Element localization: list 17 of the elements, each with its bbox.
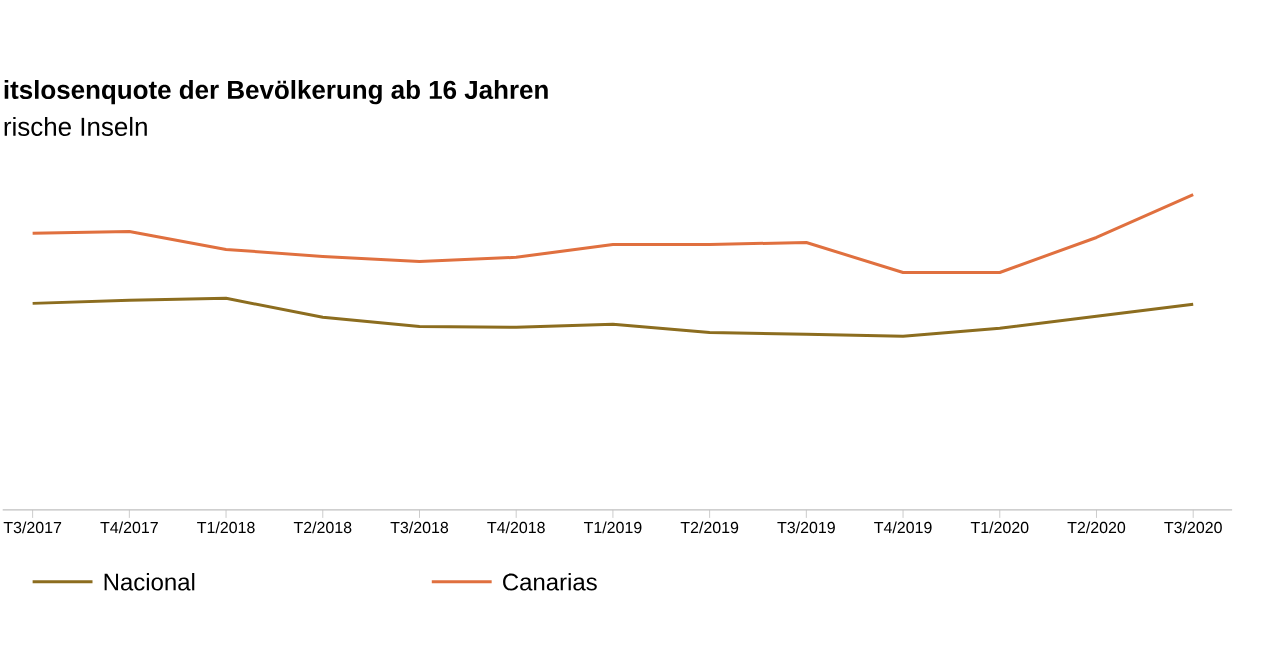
chart-subtitle: rische Inseln <box>4 117 147 137</box>
x-tick-label: T3/2019 <box>777 521 835 534</box>
x-tick-label: T1/2019 <box>583 521 642 534</box>
x-tick-label: T1/2020 <box>970 521 1029 534</box>
x-tick-label: T2/2019 <box>680 521 739 534</box>
x-tick-label: T4/2019 <box>874 521 932 534</box>
chart-title: itslosenquote der Bevölkerung ab 16 Jahren <box>4 80 548 105</box>
x-tick-label: T2/2020 <box>1067 521 1126 534</box>
x-tick-label: T3/2018 <box>390 521 449 534</box>
x-tick-label: T4/2017 <box>100 521 158 534</box>
x-tick-label: T3/2017 <box>3 521 62 534</box>
x-tick-label: T3/2020 <box>1164 521 1222 534</box>
x-tick-label: T1/2018 <box>197 521 255 534</box>
legend-label: Canarias <box>503 573 597 591</box>
legend-label: Nacional <box>104 573 195 591</box>
x-tick-label: T4/2018 <box>487 521 545 534</box>
x-tick-label: T2/2018 <box>293 521 352 534</box>
